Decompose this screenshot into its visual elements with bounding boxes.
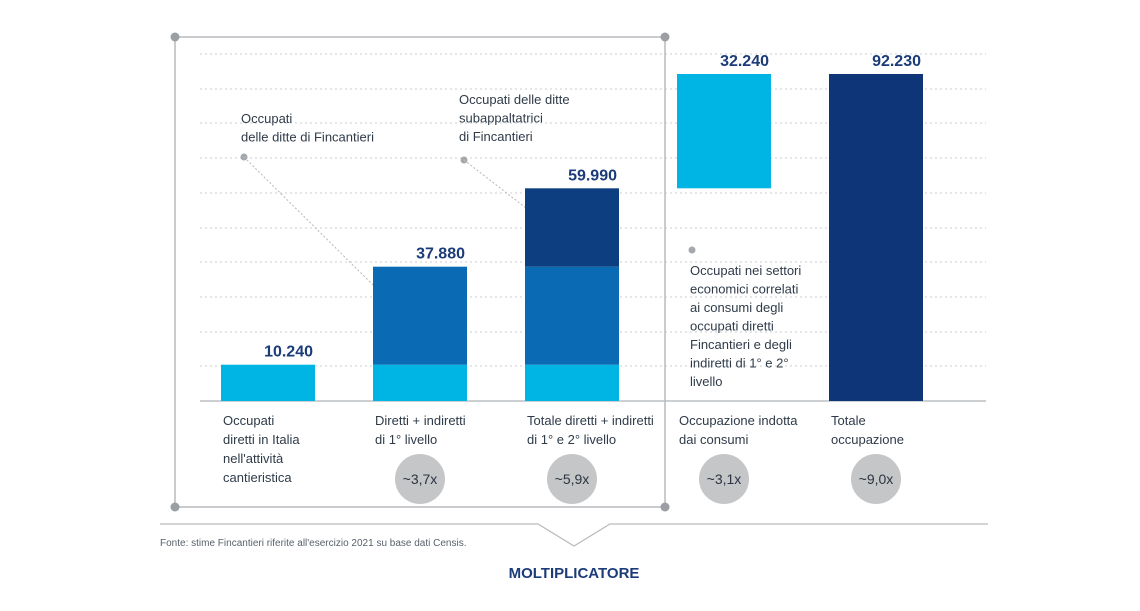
- value-label: 59.990: [568, 167, 617, 184]
- category-label: Diretti + indiretti di 1° livello: [375, 413, 466, 447]
- multiplier-title: MOLTIPLICATORE: [509, 565, 640, 582]
- bar-segment: [525, 188, 619, 267]
- frame-corner-dot: [660, 502, 670, 512]
- multiplier-badge: [699, 454, 749, 504]
- bar-segment: [677, 74, 771, 189]
- multiplier-label: ~5,9x: [555, 471, 590, 487]
- multiplier-badge: [547, 454, 597, 504]
- annotation-leader: [463, 159, 527, 209]
- value-label: 10.240: [264, 344, 313, 361]
- pointer-line: [160, 523, 988, 547]
- category-label: Totale diretti + indiretti di 1° e 2° liv…: [527, 413, 654, 447]
- value-labels: 10.240 37.880 59.990 32.240 92.230: [264, 53, 921, 361]
- category-labels: Occupati diretti in Italia nell'attività ca…: [223, 413, 904, 485]
- category-label: Occupazione indotta dai consumi: [679, 413, 798, 447]
- multiplier-label: ~9,0x: [859, 471, 894, 487]
- annotation-text: Occupati nei settori economici correlati a…: [690, 263, 801, 389]
- multiplier-label: ~3,1x: [707, 471, 742, 487]
- frame-corner-dot: [170, 502, 180, 512]
- bar-segment: [525, 364, 619, 401]
- multiplier-label: ~3,7x: [403, 471, 438, 487]
- annotations: Occupati delle ditte di Fincantieri Occupa…: [241, 92, 801, 389]
- category-label: Totale occupazione: [831, 413, 904, 447]
- bar-segment: [373, 266, 467, 365]
- value-label: 37.880: [416, 246, 465, 263]
- category-label: Occupati diretti in Italia nell'attività ca…: [223, 413, 300, 485]
- bar-segment: [373, 364, 467, 401]
- annotation-text: Occupati delle ditte di Fincantieri: [241, 111, 374, 145]
- annotation-text: Occupati delle ditte subappaltatrici di Fi…: [459, 92, 570, 144]
- multiplier-badges: ~3,7x ~5,9x ~3,1x ~9,0x: [395, 454, 901, 504]
- footnote: Fonte: stime Fincantieri riferite all'es…: [160, 538, 467, 549]
- bars: [221, 74, 923, 401]
- bar-segment: [829, 74, 923, 401]
- value-label: 32.240: [720, 53, 769, 70]
- bar-segment: [525, 266, 619, 365]
- multiplier-badge: [851, 454, 901, 504]
- annotation-dot: [688, 246, 696, 254]
- multiplier-frame: [160, 32, 988, 547]
- bar-segment: [221, 364, 315, 401]
- annotation-leaders: [240, 153, 696, 287]
- frame-corner-dot: [660, 32, 670, 42]
- frame-corner-dot: [170, 32, 180, 42]
- multiplier-badge: [395, 454, 445, 504]
- value-label: 92.230: [872, 53, 921, 70]
- annotation-leader: [243, 156, 375, 287]
